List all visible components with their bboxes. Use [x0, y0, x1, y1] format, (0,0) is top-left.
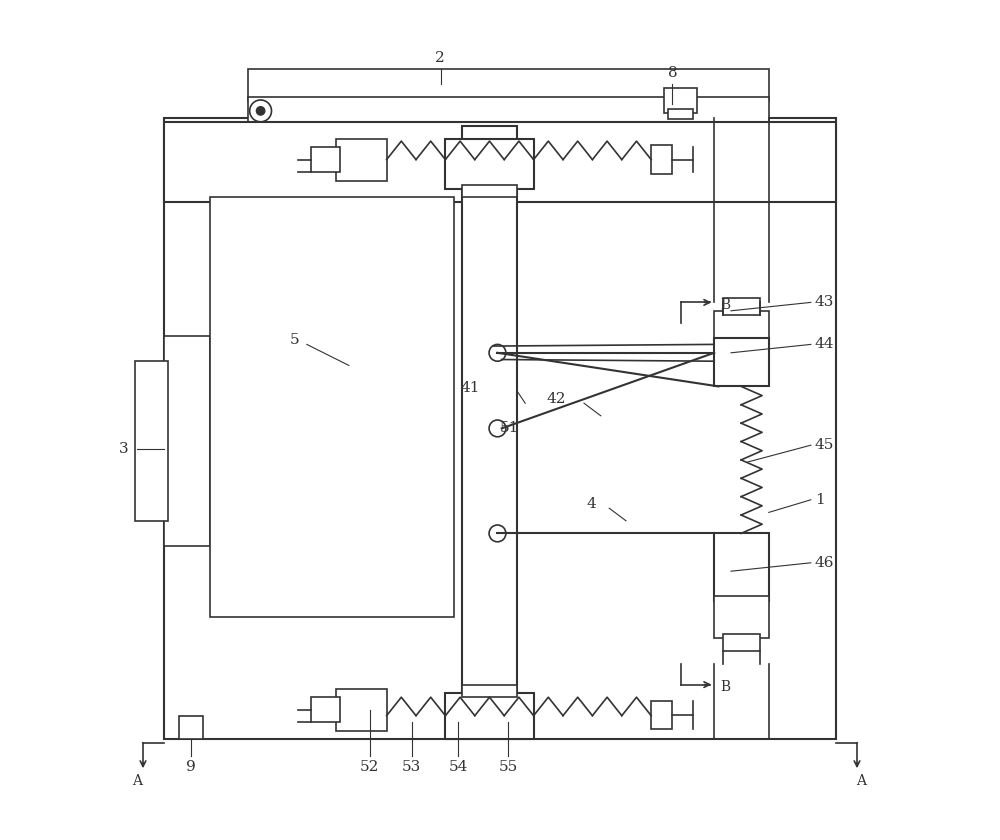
Text: A: A [132, 774, 142, 789]
Text: 46: 46 [815, 556, 834, 570]
FancyBboxPatch shape [723, 634, 760, 651]
Text: 55: 55 [499, 760, 518, 774]
FancyBboxPatch shape [164, 336, 210, 546]
FancyBboxPatch shape [462, 126, 517, 722]
Text: 1: 1 [815, 493, 825, 507]
FancyBboxPatch shape [462, 185, 517, 197]
Text: A: A [856, 774, 866, 789]
Text: 4: 4 [587, 497, 597, 511]
FancyBboxPatch shape [723, 298, 760, 315]
Text: 9: 9 [186, 760, 196, 774]
FancyBboxPatch shape [336, 689, 387, 731]
Text: 51: 51 [500, 422, 519, 435]
FancyBboxPatch shape [164, 118, 836, 739]
FancyBboxPatch shape [714, 311, 769, 340]
Text: 8: 8 [668, 66, 678, 80]
FancyBboxPatch shape [714, 596, 769, 638]
Text: B: B [720, 298, 730, 312]
Text: 54: 54 [448, 760, 468, 774]
FancyBboxPatch shape [445, 693, 534, 739]
Text: 45: 45 [815, 438, 834, 452]
FancyBboxPatch shape [445, 139, 534, 189]
FancyBboxPatch shape [311, 147, 340, 172]
FancyBboxPatch shape [651, 701, 672, 729]
FancyBboxPatch shape [164, 122, 836, 202]
Text: 41: 41 [460, 381, 480, 395]
Text: 42: 42 [546, 392, 566, 406]
FancyBboxPatch shape [135, 361, 168, 521]
FancyBboxPatch shape [248, 97, 769, 122]
Text: B: B [720, 680, 730, 694]
FancyBboxPatch shape [651, 145, 672, 174]
Circle shape [256, 107, 265, 115]
Text: 53: 53 [402, 760, 421, 774]
FancyBboxPatch shape [248, 69, 769, 101]
Text: 44: 44 [815, 338, 834, 351]
FancyBboxPatch shape [714, 533, 769, 601]
Text: 5: 5 [289, 333, 299, 347]
FancyBboxPatch shape [664, 88, 697, 113]
FancyBboxPatch shape [210, 197, 454, 617]
Text: 2: 2 [435, 50, 444, 65]
FancyBboxPatch shape [668, 109, 693, 119]
Text: 3: 3 [119, 443, 128, 456]
FancyBboxPatch shape [462, 685, 517, 697]
FancyBboxPatch shape [311, 697, 340, 722]
Text: 52: 52 [360, 760, 379, 774]
FancyBboxPatch shape [179, 716, 203, 739]
FancyBboxPatch shape [714, 338, 769, 386]
Text: 43: 43 [815, 296, 834, 309]
FancyBboxPatch shape [336, 139, 387, 181]
